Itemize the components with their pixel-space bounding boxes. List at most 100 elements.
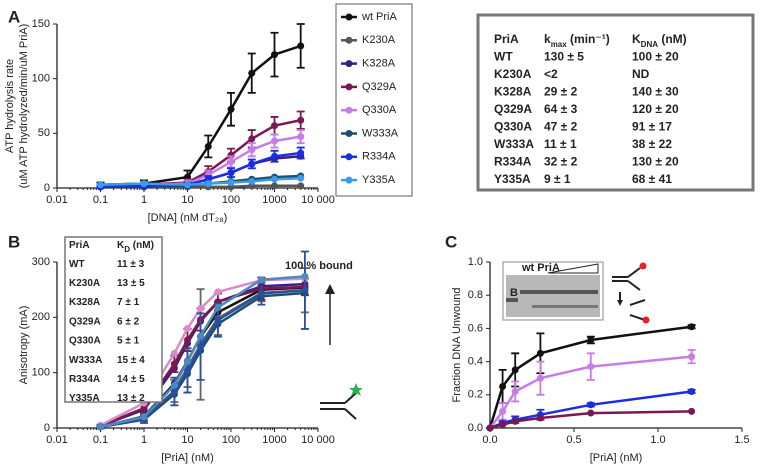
table-cell: WT (494, 50, 513, 64)
header-part: PriA (494, 32, 519, 46)
y-tick-label: 300 (32, 256, 50, 268)
table-cell: 91 ± 17 (632, 120, 672, 134)
data-point (688, 323, 696, 331)
table-cell: 130 ± 20 (632, 155, 679, 169)
y-tick-label: 0.2 (468, 389, 483, 401)
x-tick-label: 0.0 (482, 434, 497, 446)
legend-marker (345, 83, 353, 91)
table-cell: K328A (494, 85, 532, 99)
data-point (214, 303, 222, 311)
data-point (511, 417, 519, 425)
data-point (227, 179, 235, 187)
header-part: k (544, 32, 551, 46)
series-line (488, 325, 692, 429)
table-cell: 130 ± 5 (544, 50, 584, 64)
table-cell: 5 ± 1 (117, 336, 140, 347)
x-axis-label: [PriA] (nM) (161, 452, 214, 464)
series-line (100, 151, 301, 189)
legend-label: wt PriA (361, 11, 398, 23)
table-frame (476, 13, 755, 192)
legend-marker (345, 153, 353, 161)
series-line (100, 118, 301, 188)
data-point (248, 146, 256, 154)
table-cell: 13 ± 2 (117, 393, 145, 404)
table-cell: 120 ± 20 (632, 102, 679, 116)
data-point (536, 414, 544, 422)
data-point (271, 152, 278, 160)
data-point (587, 336, 595, 344)
table-cell: 11 ± 1 (544, 137, 577, 151)
y-axis-label: (uM ATP hydrolyzed/min/uM PriA) (18, 24, 30, 189)
data-point (140, 413, 148, 421)
data-point (271, 182, 278, 190)
data-point (184, 366, 191, 374)
data-point (499, 383, 507, 390)
table-cell: 9 ± 1 (544, 172, 571, 186)
axes (56, 24, 318, 189)
data-point (214, 288, 222, 296)
data-point (536, 349, 544, 357)
y-axis-label: Fraction DNA Unwound (451, 288, 463, 403)
table-cell: Q329A (494, 102, 532, 116)
table-cell: ND (632, 67, 650, 81)
legend-marker (345, 13, 353, 21)
panel-label: B (8, 232, 20, 251)
table-cell: 15 ± 4 (117, 355, 145, 366)
data-point (248, 135, 256, 143)
arrow-up (325, 284, 335, 345)
legend-label: K230A (362, 34, 396, 46)
data-point (184, 336, 191, 344)
header-part: (min⁻¹) (567, 32, 610, 46)
header-part: (nM) (130, 240, 154, 251)
data-point (271, 175, 278, 183)
data-point (486, 424, 494, 432)
table-frame (64, 236, 163, 403)
data-point (511, 366, 519, 374)
table-cell: <2 (544, 67, 558, 81)
data-point (511, 387, 519, 395)
data-point (227, 158, 235, 166)
data-point (257, 290, 265, 298)
table-cell: 100 ± 20 (632, 50, 679, 64)
table-cell: K230A (494, 67, 532, 81)
header-part: (nM) (658, 32, 687, 46)
table-cell: 38 ± 22 (632, 137, 672, 151)
data-point (227, 169, 235, 177)
gel-inset (502, 261, 604, 321)
data-point (214, 316, 222, 324)
data-point (140, 180, 148, 188)
x-axis-label: [PriA] (nM) (590, 452, 643, 464)
x-tick-label: 100 (222, 434, 240, 446)
table-header-cell: KDNA (nM) (632, 32, 687, 48)
data-point (248, 177, 256, 185)
data-point (140, 404, 148, 412)
data-point (297, 182, 305, 190)
y-tick-label: 100 (32, 73, 50, 85)
data-point (184, 181, 191, 189)
table-cell: 14 ± 5 (117, 374, 145, 385)
table-header-cell: PriA (69, 240, 90, 251)
y-tick-label: 50 (38, 127, 50, 139)
table-cell: Y335A (69, 393, 100, 404)
table-cell: Y335A (494, 172, 531, 186)
y-tick-label: 1.0 (468, 256, 483, 268)
data-point (587, 401, 595, 409)
data-point (170, 360, 178, 368)
table-cell: Q330A (494, 120, 532, 134)
x-tick-label: 0.1 (93, 194, 108, 206)
x-tick-label: 10 000 (301, 194, 335, 206)
legend-label: Q330A (362, 104, 397, 116)
y-axis-label: ATP hydrolysis rate (4, 59, 16, 153)
legend-marker (345, 130, 353, 137)
x-axis-label: [DNA] (nM dT₂₈) (148, 212, 228, 224)
legend-label: Y335A (362, 174, 396, 186)
header-part: max (551, 40, 568, 49)
data-point (301, 272, 309, 280)
data-point (197, 332, 205, 340)
x-tick-label: 1000 (262, 194, 286, 206)
table-cell: R334A (494, 155, 532, 169)
inset-label: wt PriA (521, 262, 560, 274)
table-header-cell: kmax (min⁻¹) (544, 32, 610, 48)
series-line (100, 176, 301, 186)
